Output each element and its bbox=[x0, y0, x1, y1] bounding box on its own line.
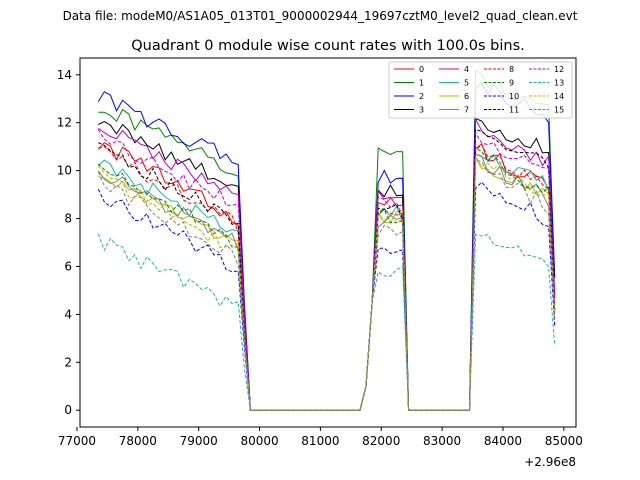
legend-label: 15 bbox=[554, 106, 564, 115]
y-tick-label: 10 bbox=[57, 164, 72, 178]
chart-title: Quadrant 0 module wise count rates with … bbox=[131, 38, 525, 54]
legend-label: 14 bbox=[554, 92, 564, 101]
y-tick-label: 8 bbox=[64, 212, 72, 226]
x-tick-label: 83000 bbox=[423, 434, 461, 448]
legend-label: 4 bbox=[464, 65, 469, 74]
legend-label: 9 bbox=[509, 79, 514, 88]
legend-label: 0 bbox=[419, 65, 424, 74]
legend-label: 5 bbox=[464, 79, 469, 88]
x-tick-label: 77000 bbox=[58, 434, 96, 448]
legend-box bbox=[388, 61, 573, 119]
x-tick-label: 79000 bbox=[180, 434, 218, 448]
y-tick-label: 6 bbox=[64, 259, 72, 273]
legend-label: 13 bbox=[554, 79, 564, 88]
y-tick-label: 2 bbox=[64, 355, 72, 369]
x-tick-label: 80000 bbox=[240, 434, 278, 448]
suptitle: Data file: modeM0/AS1A05_013T01_90000029… bbox=[63, 9, 578, 23]
legend-label: 7 bbox=[464, 106, 469, 115]
x-tick-label: 82000 bbox=[362, 434, 400, 448]
x-tick-label: 81000 bbox=[301, 434, 339, 448]
legend-label: 10 bbox=[509, 92, 519, 101]
x-tick-label: 78000 bbox=[119, 434, 157, 448]
legend-label: 6 bbox=[464, 92, 469, 101]
y-tick-label: 14 bbox=[57, 68, 72, 82]
series-layer bbox=[97, 70, 556, 411]
legend-label: 11 bbox=[509, 106, 519, 115]
axes: 77000 78000 79000 80000 81000 82000 83000 84000… bbox=[57, 57, 583, 448]
legend-label: 1 bbox=[419, 79, 424, 88]
legend-label: 3 bbox=[419, 106, 424, 115]
y-tick-label: 12 bbox=[57, 116, 72, 130]
series-line-15 bbox=[97, 159, 556, 411]
series-line-14 bbox=[97, 154, 556, 411]
y-tick-label: 0 bbox=[64, 403, 72, 417]
x-axis-offset-label: +2.96e8 bbox=[524, 455, 576, 469]
x-tick-label: 84000 bbox=[484, 434, 522, 448]
legend-label: 12 bbox=[554, 65, 564, 74]
legend-label: 2 bbox=[419, 92, 424, 101]
legend-label: 8 bbox=[509, 65, 514, 74]
series-line-10 bbox=[97, 181, 556, 411]
plot-frame bbox=[79, 57, 577, 428]
x-tick-label: 85000 bbox=[545, 434, 583, 448]
y-tick-label: 4 bbox=[64, 307, 72, 321]
